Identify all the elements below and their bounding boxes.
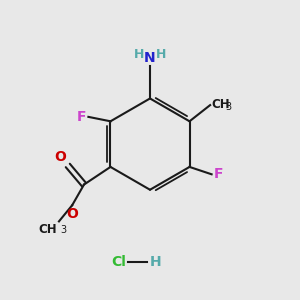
Text: Cl: Cl: [112, 255, 126, 269]
Text: H: H: [149, 255, 161, 269]
Text: N: N: [144, 51, 156, 64]
Text: O: O: [54, 150, 66, 164]
Text: CH: CH: [39, 223, 58, 236]
Text: H: H: [156, 48, 166, 61]
Text: O: O: [66, 207, 78, 221]
Text: 3: 3: [225, 102, 231, 112]
Text: 3: 3: [60, 225, 66, 235]
Text: F: F: [76, 110, 86, 124]
Text: CH: CH: [212, 98, 230, 111]
Text: F: F: [214, 167, 224, 181]
Text: H: H: [134, 48, 144, 61]
